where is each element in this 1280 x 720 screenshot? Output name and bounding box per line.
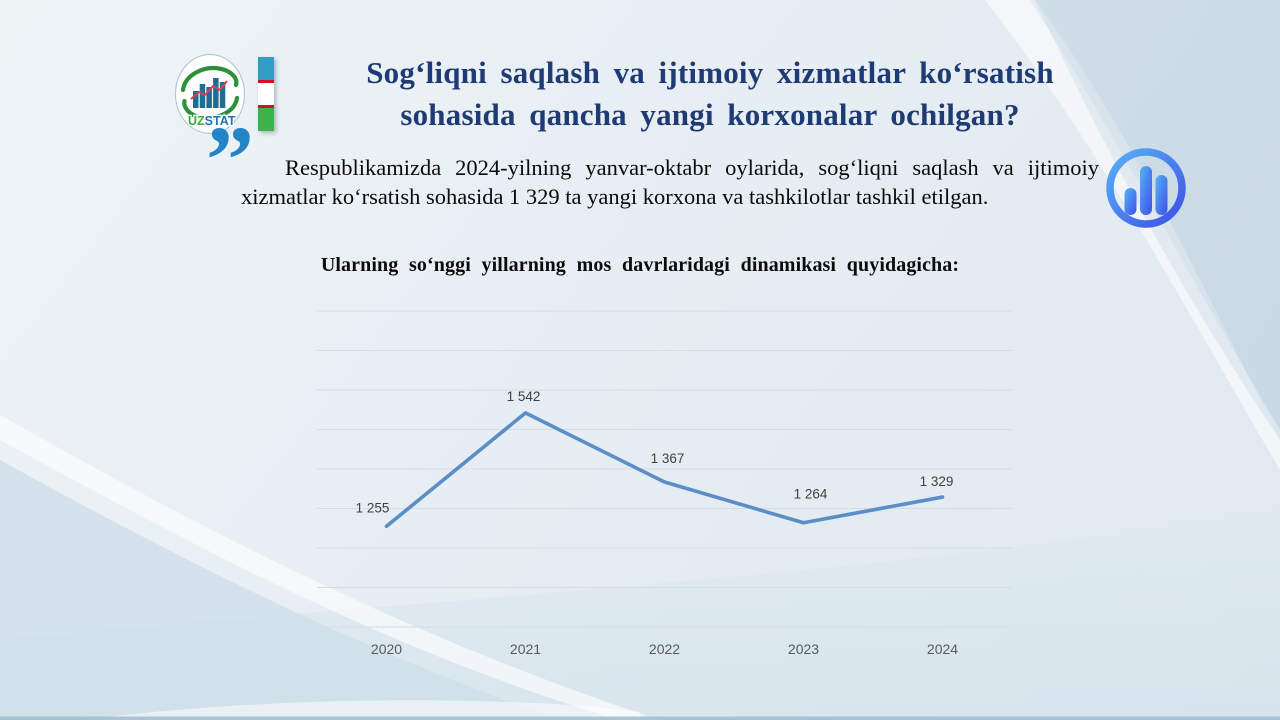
bar-chart-icon: [1106, 148, 1186, 228]
intro-paragraph: Respublikamizda 2024-yilning yanvar-okta…: [241, 155, 1099, 209]
data-line: [384, 411, 945, 529]
data-label: 1 329: [920, 474, 954, 489]
x-tick-label: 2022: [649, 641, 680, 657]
x-tick-label: 2023: [788, 641, 819, 657]
logo-trend-line: [190, 80, 228, 100]
data-label: 1 264: [794, 487, 828, 502]
logo-bars: [193, 78, 226, 108]
title-line-2: sohasida qancha yangi korxonalar ochilga…: [400, 97, 1020, 132]
svg-text:UZSTAT: UZSTAT: [188, 114, 236, 128]
x-tick-label: 2024: [927, 641, 958, 657]
chart-heading: Ularning so‘nggi yillarning mos davrlari…: [320, 254, 960, 276]
uzstat-logo: UZSTAT: [174, 53, 246, 135]
data-label: 1 255: [356, 500, 390, 515]
logo-text-uz: UZ: [188, 114, 205, 128]
uzbekistan-flag-icon: [258, 57, 274, 131]
x-tick-label: 2020: [371, 641, 402, 657]
logo-group: UZSTAT: [174, 53, 276, 137]
logo-text-stat: STAT: [205, 114, 236, 128]
x-tick-label: 2021: [510, 641, 541, 657]
line-chart: 1 255 1 542 1 367 1 264 1 329 2020 2021 2022 202…: [317, 310, 1012, 657]
title-line-1: Sog‘liqni saqlash va ijtimoiy xizmatlar …: [366, 55, 1054, 90]
quote-icon: ”: [206, 106, 254, 213]
data-label: 1 367: [651, 451, 685, 466]
page-title: Sog‘liqni saqlash va ijtimoiy xizmatlar …: [310, 52, 1110, 136]
data-label: 1 542: [507, 389, 541, 404]
